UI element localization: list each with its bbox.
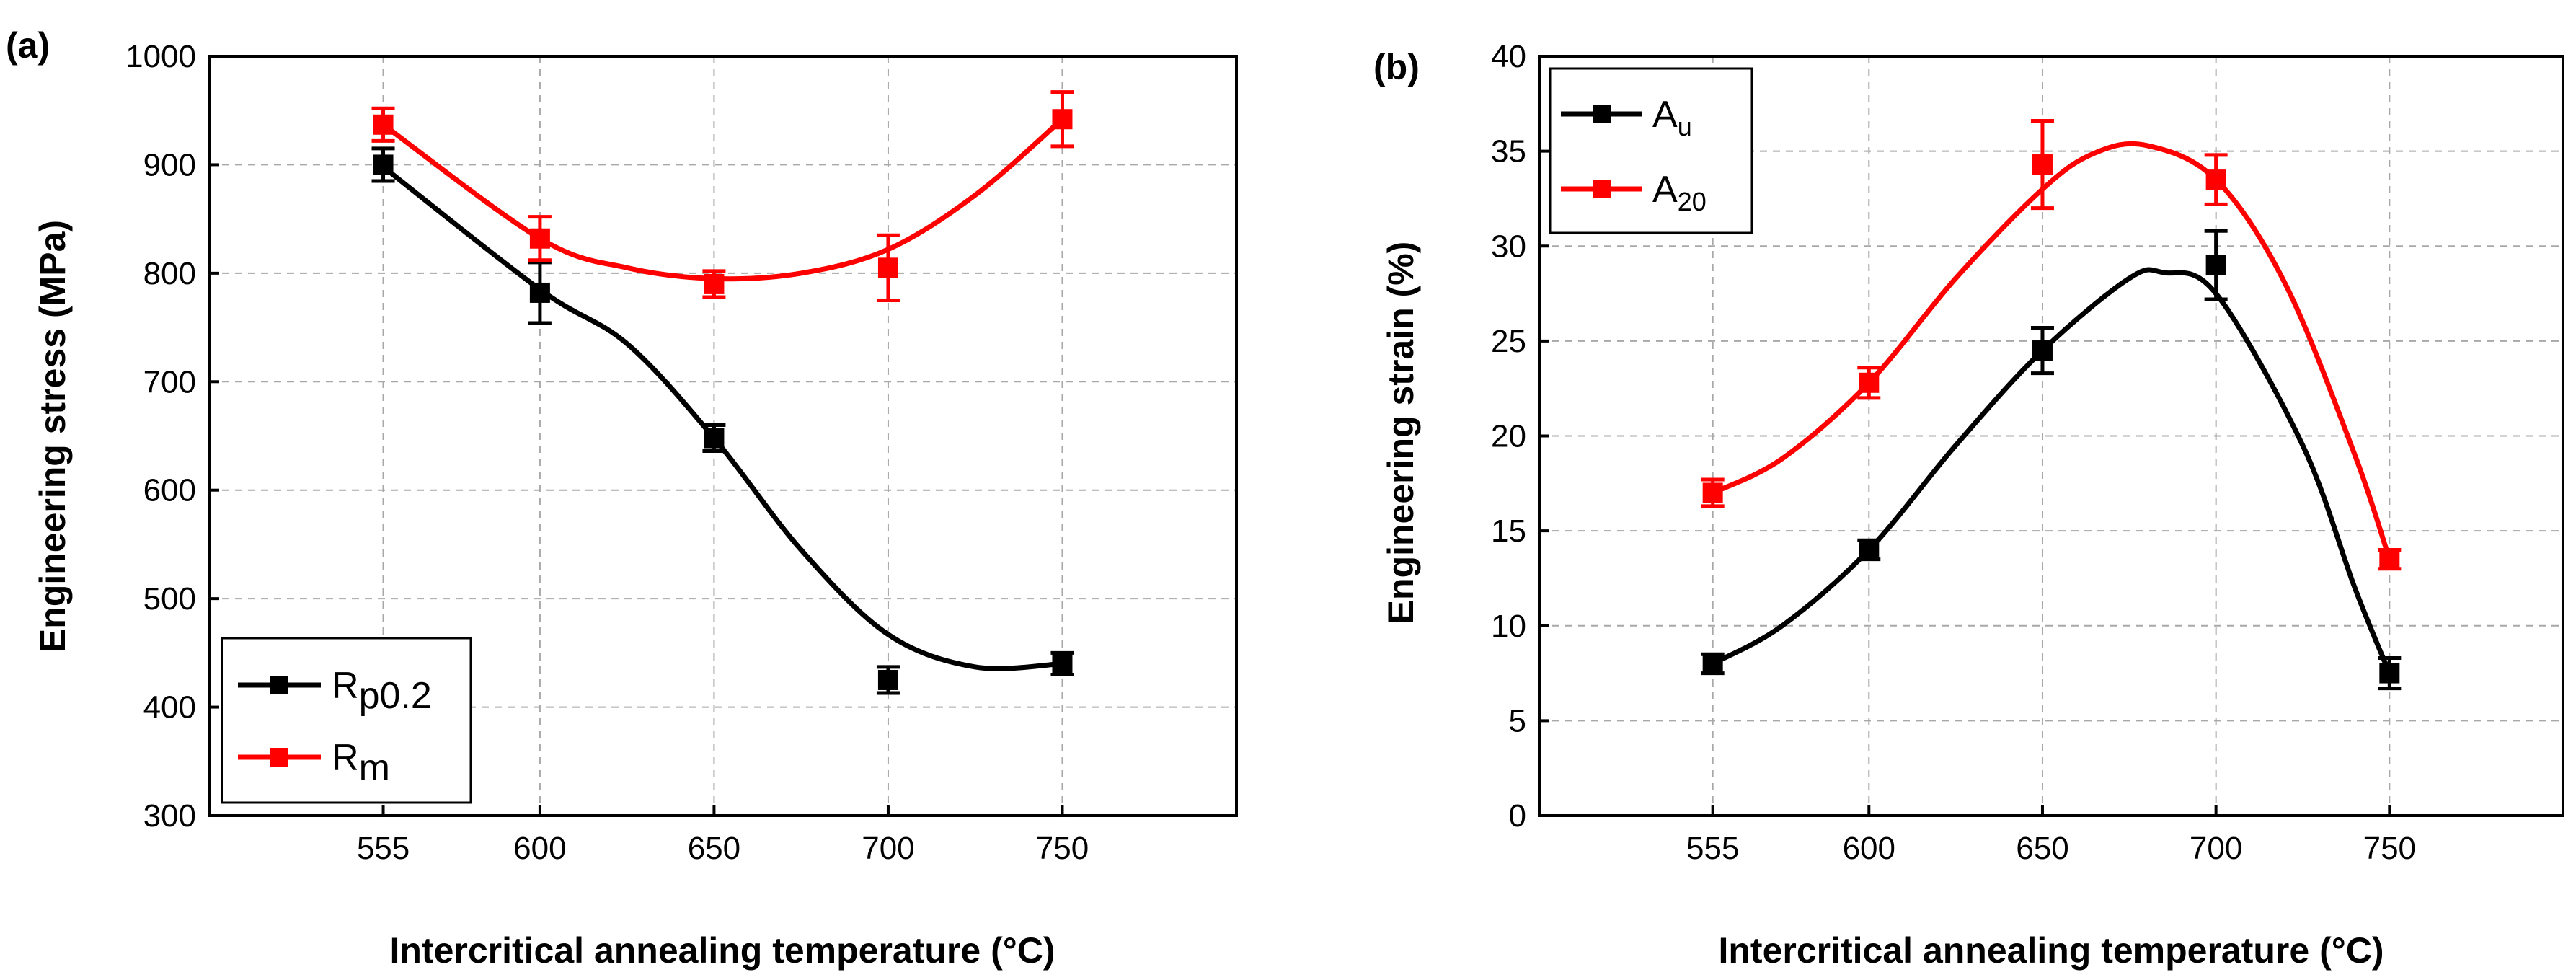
panel-a-legend-box: [221, 637, 472, 804]
data-point-rm: [373, 114, 394, 135]
legend-label-au: Au: [1652, 94, 1692, 141]
panel-b-label: (b): [1373, 47, 1420, 87]
panel-a-ytick-label: 400: [143, 690, 196, 725]
legend-marker-a20: [1593, 180, 1611, 198]
legend-label-rp02: Rp0.2: [332, 665, 432, 717]
legend-marker-rp02: [270, 676, 288, 694]
legend-label-au-main: A: [1652, 94, 1678, 136]
panel-a-label: (a): [6, 25, 50, 66]
panel-a-ytick-label: 600: [143, 473, 196, 508]
panel-b-ytick-label: 40: [1491, 39, 1526, 74]
series-line-rp02: [381, 164, 1065, 671]
legend-label-rp02-main: R: [332, 665, 359, 707]
data-point-a20: [2205, 169, 2226, 190]
data-point-a20: [1859, 372, 1880, 393]
panel-b-legend-box: [1549, 67, 1753, 234]
legend-label-rp02-sub: p0.2: [359, 675, 432, 717]
panel-b-ytick-label: 5: [1509, 703, 1526, 738]
panel-b-xtick-label: 700: [2190, 831, 2242, 866]
series-line-rm: [381, 116, 1065, 282]
legend-label-a20-sub: 20: [1678, 187, 1707, 216]
panel-a-ytick-label: 500: [143, 581, 196, 617]
panel-a-xtick-label: 700: [862, 831, 914, 866]
data-point-rp02: [877, 669, 898, 690]
panel-a-x-ticks: 555 600 650 700 750: [357, 805, 1089, 866]
data-point-rm: [704, 273, 725, 294]
legend-label-rm: Rm: [332, 737, 390, 789]
data-point-au: [2032, 340, 2053, 361]
legend-label-a20-main: A: [1652, 169, 1678, 211]
panel-a-x-axis-title: Intercritical annealing temperature (°C): [390, 930, 1055, 971]
data-point-rp02: [1052, 653, 1073, 674]
panel-a-plot-frame: [208, 55, 1238, 817]
panel-a-y-axis-title: Engineering stress (MPa): [32, 220, 73, 653]
panel-b-xtick-label: 555: [1686, 831, 1739, 866]
panel-b-ytick-label: 15: [1491, 513, 1526, 549]
panel-a-legend: Rp0.2 Rm: [221, 637, 472, 804]
data-point-au: [2379, 663, 2400, 684]
series-line-a20: [1710, 141, 2392, 562]
panel-a-xtick-label: 750: [1036, 831, 1089, 866]
panel-a-ytick-label: 900: [143, 147, 196, 182]
data-point-rm: [877, 257, 898, 278]
panel-a-y-ticks: 300 400 500 600 700 800 900 1000: [125, 39, 219, 834]
panel-b-x-axis-title: Intercritical annealing temperature (°C): [1719, 930, 2384, 971]
data-point-rm: [1052, 109, 1073, 130]
panel-b-ytick-label: 20: [1491, 419, 1526, 454]
panel-a-ytick-label: 700: [143, 364, 196, 399]
panel-b-marks: [1701, 119, 2402, 691]
legend-label-rm-main: R: [332, 737, 359, 779]
panel-a-xtick-label: 600: [513, 831, 566, 866]
panel-a-ytick-label: 300: [143, 798, 196, 834]
data-point-rp02: [373, 154, 394, 175]
panel-b-curves: [1710, 141, 2392, 676]
chart-panel-a: (a) 300 400 500 600 700 800 900 1000 555 600 650 7…: [6, 25, 1238, 971]
panel-b-ytick-label: 25: [1491, 324, 1526, 359]
panel-b-ytick-label: 30: [1491, 229, 1526, 264]
panel-b-ytick-label: 35: [1491, 134, 1526, 169]
chart-panel-b: (b) 0 5 10 15 20 25 30 35 40 555 600 650 700 750 Eng…: [1373, 39, 2564, 971]
panel-b-ytick-label: 10: [1491, 609, 1526, 644]
panel-b-xtick-label: 750: [2363, 831, 2416, 866]
legend-marker-rm: [270, 748, 288, 767]
panel-a-ytick-label: 1000: [125, 39, 196, 74]
panel-a-xtick-label: 650: [688, 831, 740, 866]
panel-a-xtick-label: 555: [357, 831, 410, 866]
data-point-au: [1702, 653, 1723, 674]
panel-b-y-ticks: 0 5 10 15 20 25 30 35 40: [1491, 39, 1549, 834]
panel-b-y-axis-title: Engineering strain (%): [1381, 242, 1421, 624]
series-line-au: [1710, 267, 2392, 676]
data-point-au: [1859, 539, 1880, 560]
panel-a-ytick-label: 800: [143, 256, 196, 291]
legend-marker-au: [1593, 105, 1611, 123]
panel-b-xtick-label: 600: [1843, 831, 1895, 866]
data-point-rp02: [529, 282, 550, 303]
panel-a-marks: [371, 90, 1074, 695]
data-point-au: [2205, 255, 2226, 275]
panel-b-ytick-label: 0: [1509, 798, 1526, 834]
data-point-a20: [1702, 482, 1723, 503]
data-point-a20: [2379, 549, 2400, 570]
panel-a-curves: [381, 116, 1065, 671]
panel-b-grid: [1539, 56, 2563, 816]
data-point-rm: [529, 228, 550, 249]
panel-b-x-ticks: 555 600 650 700 750: [1686, 805, 2416, 866]
panel-b-xtick-label: 650: [2016, 831, 2068, 866]
panel-b-legend: Au A20: [1549, 67, 1753, 234]
data-point-rp02: [704, 428, 725, 449]
legend-label-rm-sub: m: [359, 747, 390, 789]
legend-label-a20: A20: [1652, 169, 1707, 216]
legend-label-au-sub: u: [1678, 112, 1692, 141]
data-point-a20: [2032, 154, 2053, 175]
